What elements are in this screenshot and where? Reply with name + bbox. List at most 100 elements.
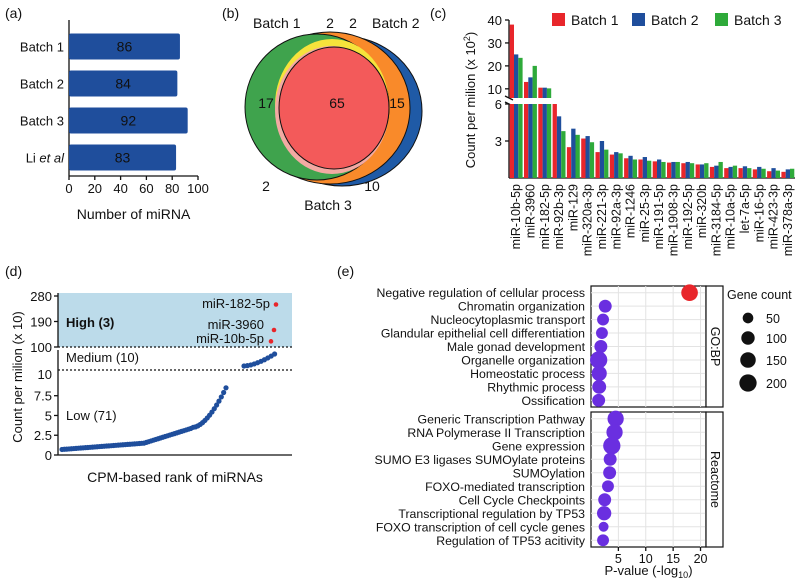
c-category-label: miR-1246 (624, 184, 638, 238)
c-bar (575, 134, 580, 178)
a-category-label: Batch 2 (20, 77, 64, 92)
c-bar (538, 87, 543, 98)
e-facet-strip (705, 285, 724, 408)
a-category-label: Batch 3 (20, 114, 64, 129)
c-bar (781, 171, 786, 178)
c-bar (738, 168, 743, 178)
venn-overlap-123 (278, 46, 390, 170)
c-category-label: miR-1908-3p (666, 184, 680, 256)
e-term-dot (681, 284, 698, 302)
c-category-label: miR-10b-5p (509, 184, 523, 249)
venn-set-label-batch1: Batch 1 (253, 15, 301, 31)
e-term-dot (603, 466, 617, 480)
e-size-legend-dot (742, 312, 754, 324)
c-category-label: miR-92b-3p (552, 184, 566, 249)
c-legend-label: Batch 3 (734, 12, 782, 28)
e-term-label: FOXO transcription of cell cycle genes (376, 520, 585, 534)
venn-region-count: 2 (262, 178, 270, 194)
c-bar (771, 168, 776, 178)
c-bar (618, 153, 623, 178)
panel-label-c: (c) (430, 5, 446, 21)
c-bar (675, 161, 680, 178)
d-point-high (273, 302, 279, 307)
e-x-tick-label: 10 (639, 552, 653, 566)
a-x-tick-label: 20 (88, 181, 102, 196)
d-point-low (218, 394, 224, 400)
panel-label-a: (a) (5, 5, 22, 21)
e-term-dot (602, 480, 614, 493)
a-x-tick-label: 80 (165, 181, 179, 196)
c-bar (632, 159, 637, 178)
e-term-dot (598, 521, 609, 532)
c-category-label: miR-320a-3p (581, 184, 595, 256)
c-bar (752, 169, 758, 178)
d-x-axis-title: CPM-based rank of miRNAs (87, 469, 263, 485)
c-bar (518, 104, 523, 178)
e-term-label: Nucleocytoplasmic transport (431, 313, 586, 327)
venn-region-count: 2 (349, 15, 357, 31)
d-point-label: miR-182-5p (202, 296, 270, 311)
c-legend-label: Batch 2 (651, 12, 699, 28)
d-group-label-low: Low (71) (66, 408, 117, 423)
c-bar (667, 162, 672, 178)
c-bar (685, 161, 690, 178)
d-point-label: miR-3960 (208, 317, 264, 332)
venn-region-count: 15 (389, 95, 405, 111)
c-bar (628, 155, 633, 178)
e-size-legend-label: 100 (766, 332, 787, 346)
a-x-tick-label: 60 (139, 181, 153, 196)
c-bar (614, 152, 619, 178)
d-high-band (58, 293, 292, 347)
e-term-label: FOXO-mediated transcription (425, 480, 585, 494)
c-bar (661, 161, 666, 178)
c-bar (657, 159, 662, 178)
e-term-label: Transcriptional regulation by TP53 (398, 507, 585, 521)
d-y-tick-label: 5 (45, 408, 52, 423)
e-term-dot (594, 340, 608, 353)
c-bar (638, 159, 643, 178)
d-group-label-high: High (3) (66, 315, 114, 330)
e-size-legend-dot (739, 374, 757, 392)
e-size-legend-title: Gene count (727, 288, 792, 302)
panel-label-e: (e) (337, 263, 354, 279)
c-bar (585, 136, 590, 178)
e-term-dot (597, 313, 609, 326)
c-bar (624, 158, 629, 178)
a-x-tick-label: 40 (113, 181, 127, 196)
venn-diagram (244, 31, 423, 187)
a-bar-value: 86 (117, 39, 133, 55)
d-y-tick-label: 100 (30, 340, 52, 355)
venn-set-label-batch2: Batch 2 (372, 15, 420, 31)
c-y-tick-label: 10 (488, 82, 502, 97)
e-term-label: Rhythmic process (487, 380, 585, 394)
c-bar (761, 168, 766, 178)
c-bar (528, 77, 533, 98)
e-facet-strip (705, 411, 724, 548)
venn-region-count: 10 (364, 178, 380, 194)
e-size-legend-label: 200 (766, 377, 787, 391)
c-bar (671, 161, 676, 178)
c-bar (561, 131, 566, 178)
e-x-tick-label: 15 (666, 552, 680, 566)
c-axis-break (504, 95, 514, 101)
c-y-tick-label: 30 (488, 36, 502, 51)
a-bar-value: 84 (115, 76, 131, 92)
c-bar (542, 87, 547, 98)
e-term-dot (603, 452, 617, 466)
e-size-legend-dot (741, 331, 755, 345)
d-y-tick-label: 0 (45, 448, 52, 463)
c-y-tick-label: 3 (495, 134, 502, 149)
a-x-axis-title: Number of miRNA (77, 206, 191, 222)
e-x-tick-label: 5 (615, 552, 622, 566)
e-term-label: RNA Polymerase II Transcription (407, 426, 585, 440)
c-category-label: miR-3960 (523, 184, 537, 238)
c-bar (546, 88, 552, 98)
panel-label-d: (d) (5, 263, 22, 279)
d-group-label-medium: Medium (10) (66, 350, 139, 365)
c-bar (714, 165, 719, 178)
e-size-legend-label: 50 (766, 312, 780, 326)
d-point-low (221, 389, 227, 396)
a-bar (69, 144, 177, 171)
c-bar (604, 149, 609, 178)
